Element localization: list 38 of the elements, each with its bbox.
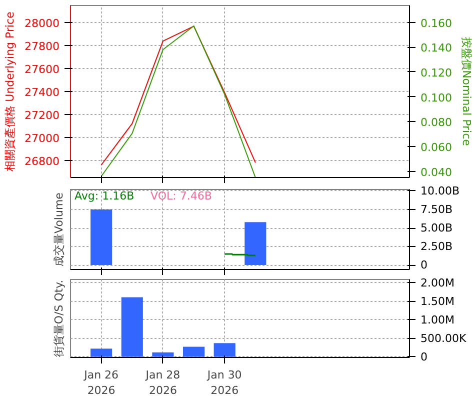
y2-tick-label: 7.50B [420,203,453,216]
bar [214,343,236,357]
y-tick-label: 27200 [24,108,60,122]
y2-tick-label: 2.50B [420,240,453,254]
y-tick-label: 26800 [24,154,60,168]
y2-tick-label: 5.00B [420,222,453,235]
bar [121,297,143,357]
y2-tick-label: 0.060 [420,140,452,154]
y2-tick-label: 0 [420,350,428,364]
y2-tick-label: 0.120 [420,66,452,80]
y-axis-title: 相關資產價格 Underlying Price [4,11,17,172]
y2-tick-label: 1.00M [420,313,454,326]
y2-axis-title: 按盤價Nominal Price [460,37,473,146]
y2-tick-label: 500.00K [420,332,467,345]
y2-tick-label: 0 [420,258,428,272]
bar [152,352,174,357]
bar [182,346,205,357]
y2-tick-label: 1.50M [420,294,454,308]
x-tick-label: Jan 26 2026 [83,368,119,398]
y-axis-title: 街貨量O/S Qty. [52,280,66,358]
bar [90,348,112,357]
y-tick-label: 27800 [24,40,60,54]
y-tick-label: 27400 [24,86,60,99]
y-tick-label: 28000 [24,17,60,30]
y2-tick-label: 0.040 [420,166,452,179]
y-axis-title: 成交量Volume [52,192,66,266]
annotation: Avg: 1.16B [74,190,134,202]
y2-tick-label: 0.080 [420,116,452,130]
y2-tick-label: 10.00B [420,184,460,198]
y-tick-label: 27000 [24,132,60,145]
annotation: VOL: 7.46B [150,190,212,202]
y-tick-label: 27600 [24,63,60,76]
x-tick-label: Jan 30 2026 [206,368,242,398]
y2-tick-label: 2.00M [420,276,454,290]
y2-tick-label: 0.140 [420,42,452,55]
y2-tick-label: 0.100 [420,91,452,104]
x-tick-label: Jan 28 2026 [144,368,180,398]
y2-tick-label: 0.160 [420,16,452,30]
